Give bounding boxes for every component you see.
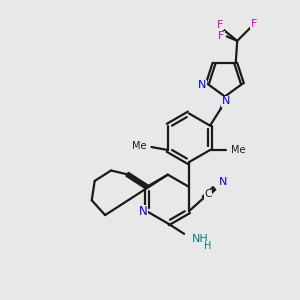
Text: F: F	[218, 32, 225, 41]
Text: C: C	[205, 189, 212, 199]
Text: N: N	[222, 96, 230, 106]
Text: Me: Me	[231, 145, 245, 155]
Text: H: H	[204, 241, 212, 251]
Text: Me: Me	[132, 141, 146, 152]
Text: N: N	[139, 205, 147, 218]
Text: F: F	[217, 20, 224, 30]
Text: N: N	[219, 176, 227, 187]
Text: F: F	[251, 19, 257, 29]
Text: N: N	[198, 80, 206, 90]
Text: NH: NH	[192, 234, 208, 244]
